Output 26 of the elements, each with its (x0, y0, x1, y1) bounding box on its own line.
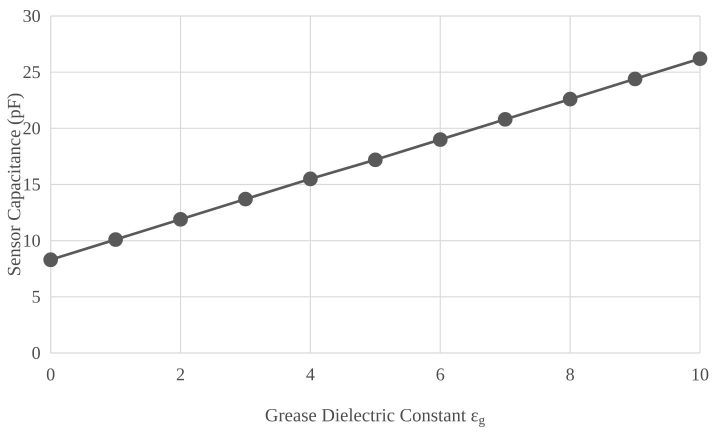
y-tick-label: 30 (23, 10, 40, 22)
x-tick-label: 6 (436, 368, 444, 380)
point (498, 112, 513, 127)
point (108, 232, 123, 247)
point (43, 252, 58, 268)
point (562, 92, 578, 106)
point (173, 212, 188, 227)
point (368, 152, 383, 168)
x-tick-label: 4 (306, 368, 315, 380)
x-tick-label: 2 (176, 368, 184, 380)
y-tick-label: 5 (32, 290, 40, 303)
x-axis-title: Grease Dielectric Constant ε$_{g}$ (266, 408, 485, 427)
y-tick-label: 20 (23, 122, 40, 134)
point (628, 72, 642, 86)
x-tick-label: 0 (46, 368, 54, 381)
y-tick-label: 15 (24, 178, 40, 191)
point (303, 172, 318, 186)
point (238, 192, 253, 206)
y-tick-label: 10 (24, 234, 40, 247)
x-tick-label: 10 (692, 368, 708, 381)
x-tick-label: 8 (566, 368, 574, 381)
y-tick-label: 25 (23, 66, 40, 78)
y-axis-title: Sensor Capacitance (pF) (7, 94, 24, 275)
point (692, 51, 708, 66)
y-tick-label: 0 (32, 346, 40, 360)
point (432, 132, 448, 147)
